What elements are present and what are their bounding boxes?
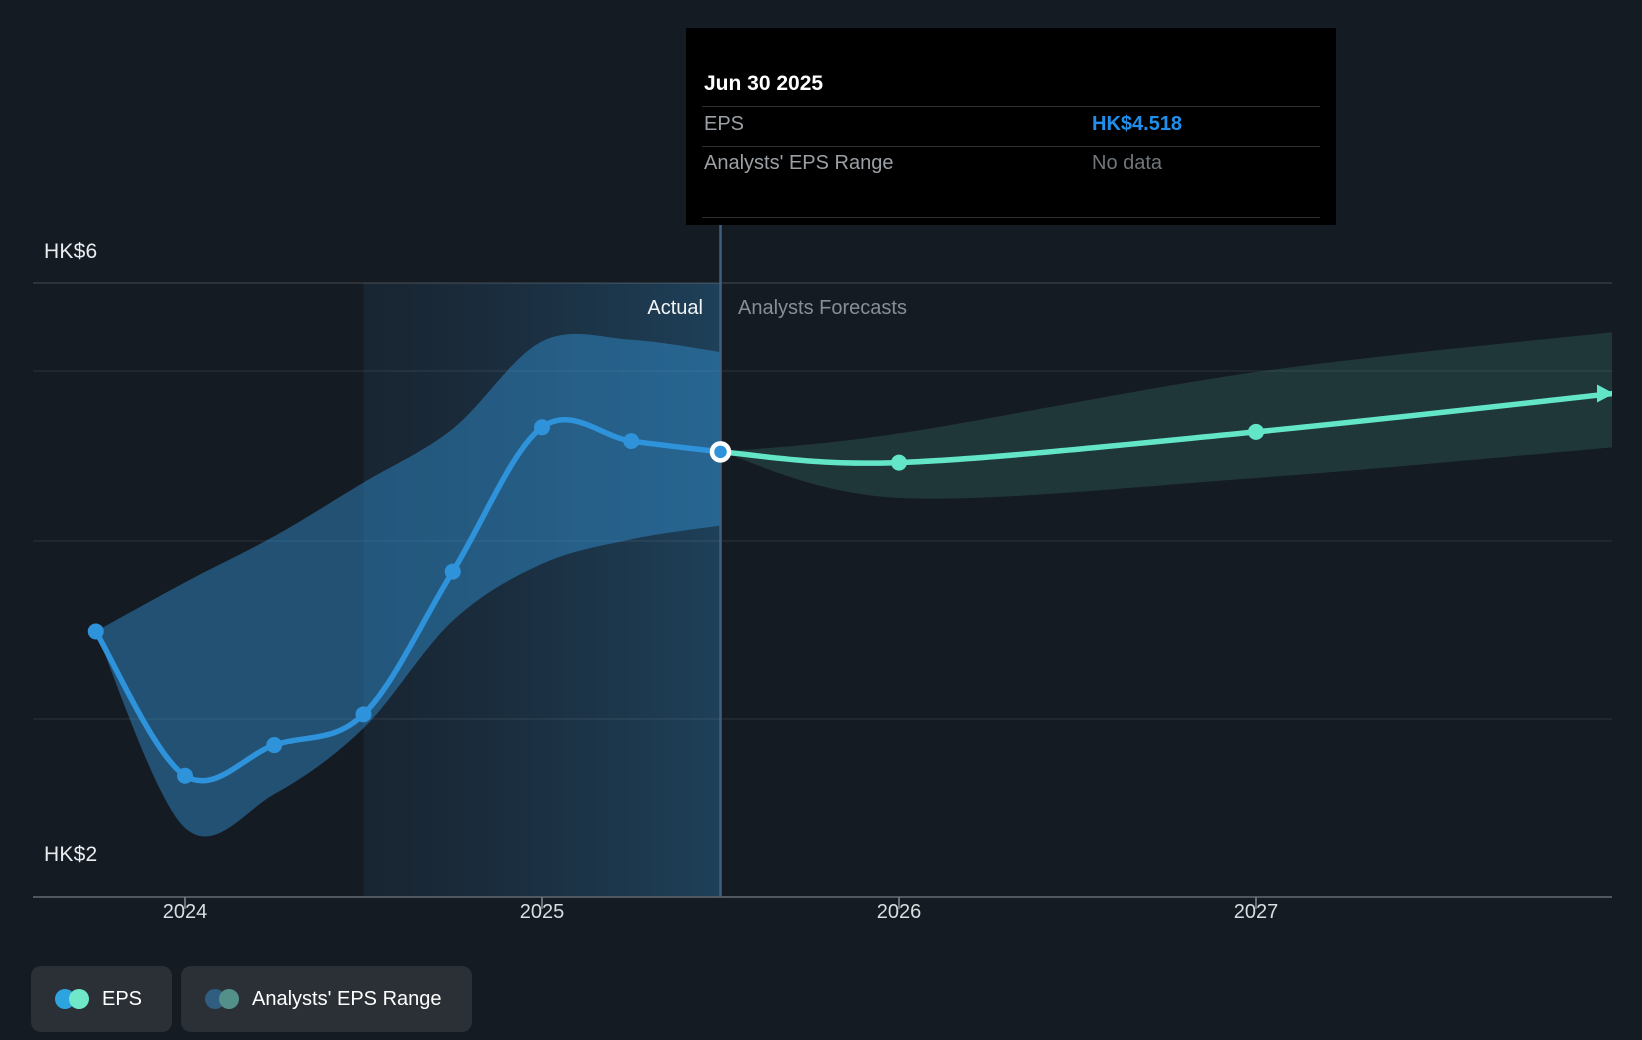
eps-forecast-line [717,390,1612,466]
forecast-data-point[interactable] [1248,423,1264,440]
legend-label: EPS [102,987,143,1010]
x-axis-label-2027: 2027 [1233,901,1279,923]
eps-data-point[interactable] [444,563,461,580]
legend-label: Analysts' EPS Range [252,987,442,1010]
x-axis-label-2025: 2025 [519,901,565,923]
actual-eps-range-band [95,333,721,837]
eps-data-point[interactable] [266,737,283,754]
legend-toggle-eps[interactable]: EPS [31,966,173,1032]
forecast-eps-range-band [720,332,1612,499]
forecast-data-point[interactable] [891,454,907,471]
eps-data-point[interactable] [177,767,193,784]
tooltip-range-value: No data [1092,152,1163,174]
current-eps-point-highlighted[interactable] [709,441,732,463]
forecast-period-label: Analysts Forecasts [738,297,907,319]
y-axis-top-label: HK$6 [44,240,98,263]
chart-tooltip: Jun 30 2025 EPS HK$4.518 Analysts' EPS R… [686,28,1336,225]
bands-group [95,332,1612,837]
forecast-arrowhead-icon [1597,384,1612,403]
legend-toggle-analysts-eps-range[interactable]: Analysts' EPS Range [181,966,472,1032]
tooltip-divider [702,106,1320,107]
chart-legend: EPS Analysts' EPS Range [31,966,472,1032]
eps-data-point[interactable] [355,706,372,723]
actual-year-highlight-band [363,283,721,897]
tooltip-eps-label: EPS [704,113,745,135]
tooltip-divider [702,146,1320,147]
tooltip-range-label: Analysts' EPS Range [704,152,894,174]
eps-data-point[interactable] [623,433,640,450]
tooltip-bottom-divider [702,217,1320,218]
tooltip-date: Jun 30 2025 [704,72,824,95]
legend-swatch-icon [69,989,89,1009]
x-axis-label-2026: 2026 [876,901,922,923]
tooltip-eps-value: HK$4.518 [1092,113,1183,135]
y-axis-bottom-label: HK$2 [44,843,98,866]
actual-period-label: Actual [647,297,703,319]
eps-data-point[interactable] [87,623,104,640]
eps-data-point[interactable] [534,419,550,436]
x-axis-label-2024: 2024 [162,901,208,923]
legend-swatch-icon [219,989,240,1009]
